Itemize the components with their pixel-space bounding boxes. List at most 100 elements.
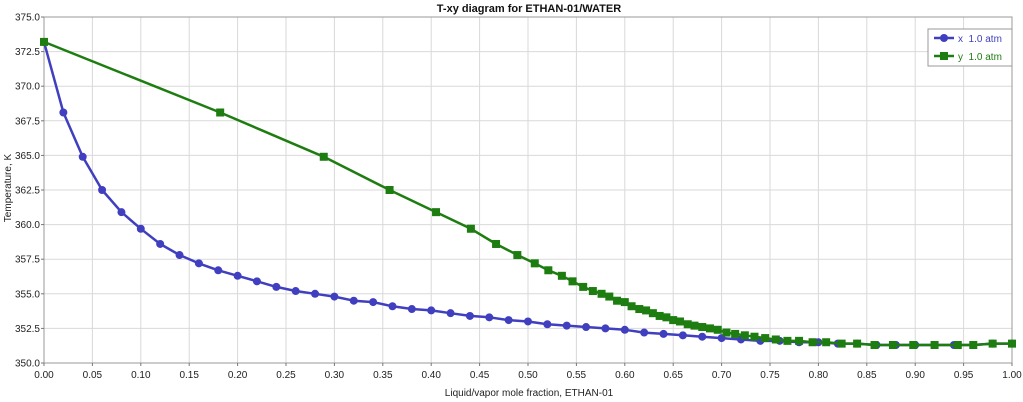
x-tick-label: 0.25 (276, 370, 296, 381)
data-point (175, 251, 184, 260)
data-point (233, 271, 242, 280)
data-point (640, 328, 649, 337)
data-point (642, 306, 651, 315)
x-axis: 0.00 0.05 0.10 0.15 0.20 0.25 0.30 0.35 0.40 0.45… (34, 363, 1022, 381)
data-point (385, 186, 394, 194)
data-point (783, 336, 792, 345)
data-point (909, 341, 918, 350)
data-point (620, 325, 629, 334)
data-point (504, 316, 513, 325)
data-point (731, 329, 740, 338)
data-point (750, 332, 759, 341)
grid (43, 16, 1013, 364)
y-tick-label: 357.5 (15, 255, 40, 266)
x-tick-label: 0.75 (760, 370, 780, 381)
data-point (740, 331, 749, 340)
data-point (98, 186, 107, 194)
data-point (432, 208, 441, 217)
y-tick-label: 365.0 (15, 151, 40, 162)
x-axis-title: Liquid/vapor mole fraction, ETHAN-01 (445, 388, 614, 399)
y-tick-label: 360.0 (15, 220, 40, 231)
x-tick-label: 0.20 (228, 370, 248, 381)
y-axis-title: Temperature, K (3, 153, 14, 222)
data-point (557, 271, 566, 280)
chart-title: T-xy diagram for ETHAN-01/WATER (437, 3, 621, 15)
data-point (675, 317, 684, 326)
x-tick-label: 0.35 (373, 370, 393, 381)
data-point (678, 331, 687, 340)
data-point (698, 332, 707, 341)
data-point (601, 324, 610, 333)
x-tick-label: 0.10 (131, 370, 151, 381)
data-point (655, 311, 664, 320)
x-tick-label: 0.55 (567, 370, 587, 381)
data-point (78, 152, 87, 161)
x-tick-label: 0.80 (809, 370, 829, 381)
data-point (870, 341, 879, 350)
x-tick-label: 0.50 (518, 370, 538, 381)
data-point (466, 224, 475, 233)
x-tick-label: 0.40 (421, 370, 441, 381)
data-point (853, 339, 862, 348)
data-point (544, 266, 553, 275)
data-point (407, 305, 416, 314)
x-tick-label: 0.00 (34, 370, 54, 381)
data-point (690, 321, 699, 330)
data-point (465, 311, 474, 320)
data-point (969, 341, 978, 350)
data-point (1008, 339, 1016, 348)
data-point (588, 287, 597, 296)
data-point (771, 335, 780, 344)
data-point (214, 266, 223, 275)
data-point (597, 289, 606, 298)
data-point (761, 334, 770, 343)
data-point (446, 309, 455, 318)
data-point (349, 296, 358, 305)
data-point (662, 313, 671, 322)
data-point (698, 323, 707, 332)
data-point (330, 292, 339, 301)
legend-label-x: x 1.0 atm (958, 34, 1002, 45)
data-point (427, 306, 436, 315)
x-tick-label: 0.45 (470, 370, 490, 381)
data-point (930, 341, 939, 350)
x-tick-label: 0.60 (615, 370, 635, 381)
y-tick-label: 350.0 (15, 359, 40, 370)
data-point (568, 277, 577, 286)
data-point (635, 305, 644, 314)
y-tick-label: 372.5 (15, 47, 40, 58)
data-point (613, 296, 622, 305)
data-point (582, 323, 591, 332)
legend-marker-y (940, 52, 948, 60)
data-point (524, 317, 532, 326)
data-point (562, 321, 571, 330)
data-point (808, 338, 817, 347)
x-tick-label: 0.85 (857, 370, 877, 381)
data-point (705, 324, 714, 333)
x-tick-label: 0.15 (179, 370, 199, 381)
data-point (513, 251, 522, 260)
series-y (40, 37, 1016, 350)
data-point (605, 292, 614, 301)
data-point (988, 339, 997, 348)
data-point (485, 313, 494, 322)
data-point (272, 282, 281, 291)
data-point (837, 339, 846, 348)
data-point (388, 302, 397, 311)
data-point (369, 298, 378, 307)
data-point (620, 298, 629, 307)
data-point (953, 341, 962, 350)
data-point (669, 316, 678, 325)
x-tick-label: 0.95 (954, 370, 974, 381)
x-tick-label: 0.90 (905, 370, 925, 381)
data-point (822, 338, 831, 347)
x-tick-label: 1.00 (1002, 370, 1022, 381)
data-point (659, 329, 668, 338)
data-point (648, 309, 657, 318)
data-point (627, 302, 636, 311)
data-point (194, 259, 203, 268)
data-point (311, 289, 320, 298)
data-point (136, 224, 145, 233)
